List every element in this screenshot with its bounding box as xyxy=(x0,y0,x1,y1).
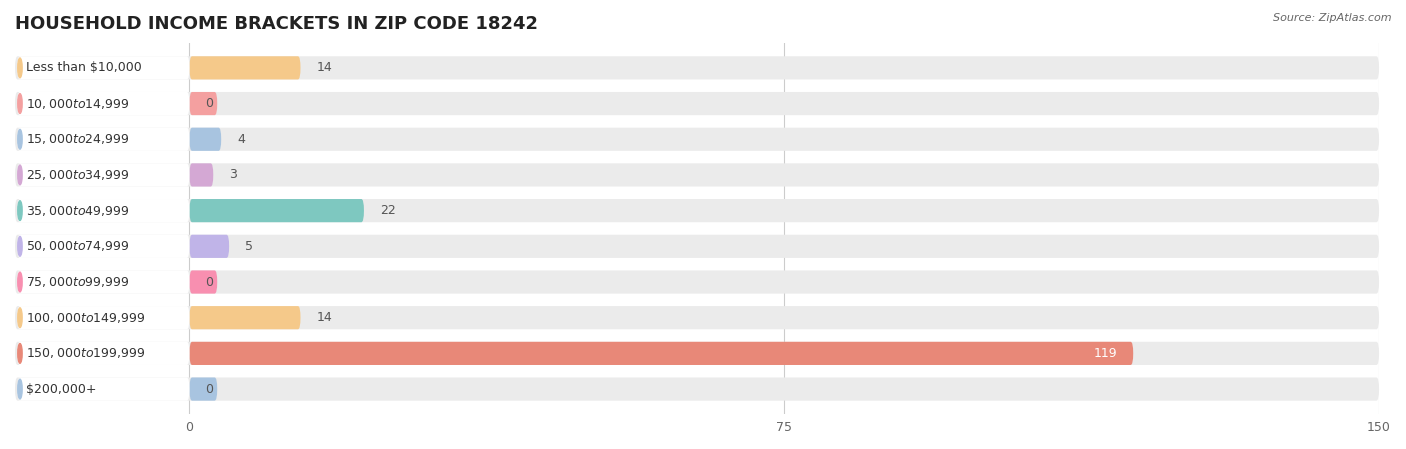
FancyBboxPatch shape xyxy=(17,128,190,151)
FancyBboxPatch shape xyxy=(15,235,1379,258)
Circle shape xyxy=(18,165,22,185)
Text: 14: 14 xyxy=(316,62,332,75)
FancyBboxPatch shape xyxy=(15,270,1379,294)
Circle shape xyxy=(18,94,22,114)
FancyBboxPatch shape xyxy=(190,378,218,401)
Text: Source: ZipAtlas.com: Source: ZipAtlas.com xyxy=(1274,13,1392,23)
Text: 4: 4 xyxy=(238,133,245,146)
Text: $25,000 to $34,999: $25,000 to $34,999 xyxy=(27,168,129,182)
Text: 0: 0 xyxy=(205,383,214,396)
Text: 14: 14 xyxy=(316,311,332,324)
Circle shape xyxy=(18,308,22,328)
FancyBboxPatch shape xyxy=(15,199,1379,222)
Text: $15,000 to $24,999: $15,000 to $24,999 xyxy=(27,132,129,146)
FancyBboxPatch shape xyxy=(15,378,1379,401)
Text: $10,000 to $14,999: $10,000 to $14,999 xyxy=(27,97,129,110)
FancyBboxPatch shape xyxy=(15,306,1379,329)
FancyBboxPatch shape xyxy=(17,56,190,79)
FancyBboxPatch shape xyxy=(15,92,1379,115)
Text: $50,000 to $74,999: $50,000 to $74,999 xyxy=(27,239,129,253)
Text: 5: 5 xyxy=(245,240,253,253)
Text: $75,000 to $99,999: $75,000 to $99,999 xyxy=(27,275,129,289)
FancyBboxPatch shape xyxy=(190,235,229,258)
Text: HOUSEHOLD INCOME BRACKETS IN ZIP CODE 18242: HOUSEHOLD INCOME BRACKETS IN ZIP CODE 18… xyxy=(15,15,538,33)
Circle shape xyxy=(18,237,22,256)
FancyBboxPatch shape xyxy=(190,199,364,222)
Circle shape xyxy=(18,129,22,149)
Circle shape xyxy=(18,272,22,292)
Text: Less than $10,000: Less than $10,000 xyxy=(27,62,142,75)
FancyBboxPatch shape xyxy=(17,199,190,222)
FancyBboxPatch shape xyxy=(190,128,221,151)
Text: 0: 0 xyxy=(205,97,214,110)
FancyBboxPatch shape xyxy=(15,342,1379,365)
FancyBboxPatch shape xyxy=(17,92,190,115)
Circle shape xyxy=(18,343,22,363)
FancyBboxPatch shape xyxy=(17,378,190,401)
FancyBboxPatch shape xyxy=(190,163,214,186)
FancyBboxPatch shape xyxy=(190,342,1133,365)
FancyBboxPatch shape xyxy=(17,342,190,365)
FancyBboxPatch shape xyxy=(15,163,1379,186)
FancyBboxPatch shape xyxy=(17,235,190,258)
Text: $100,000 to $149,999: $100,000 to $149,999 xyxy=(27,311,146,325)
Circle shape xyxy=(18,379,22,399)
FancyBboxPatch shape xyxy=(17,306,190,329)
Circle shape xyxy=(18,201,22,220)
FancyBboxPatch shape xyxy=(190,92,218,115)
Text: 22: 22 xyxy=(380,204,395,217)
FancyBboxPatch shape xyxy=(15,128,1379,151)
FancyBboxPatch shape xyxy=(17,163,190,186)
FancyBboxPatch shape xyxy=(190,270,218,294)
FancyBboxPatch shape xyxy=(190,306,301,329)
Text: $200,000+: $200,000+ xyxy=(27,383,97,396)
FancyBboxPatch shape xyxy=(190,56,301,79)
Text: 0: 0 xyxy=(205,276,214,289)
FancyBboxPatch shape xyxy=(15,56,1379,79)
Text: 3: 3 xyxy=(229,168,238,181)
Text: $150,000 to $199,999: $150,000 to $199,999 xyxy=(27,346,146,361)
Text: 119: 119 xyxy=(1094,347,1118,360)
Circle shape xyxy=(18,58,22,78)
Text: $35,000 to $49,999: $35,000 to $49,999 xyxy=(27,204,129,218)
FancyBboxPatch shape xyxy=(17,270,190,294)
